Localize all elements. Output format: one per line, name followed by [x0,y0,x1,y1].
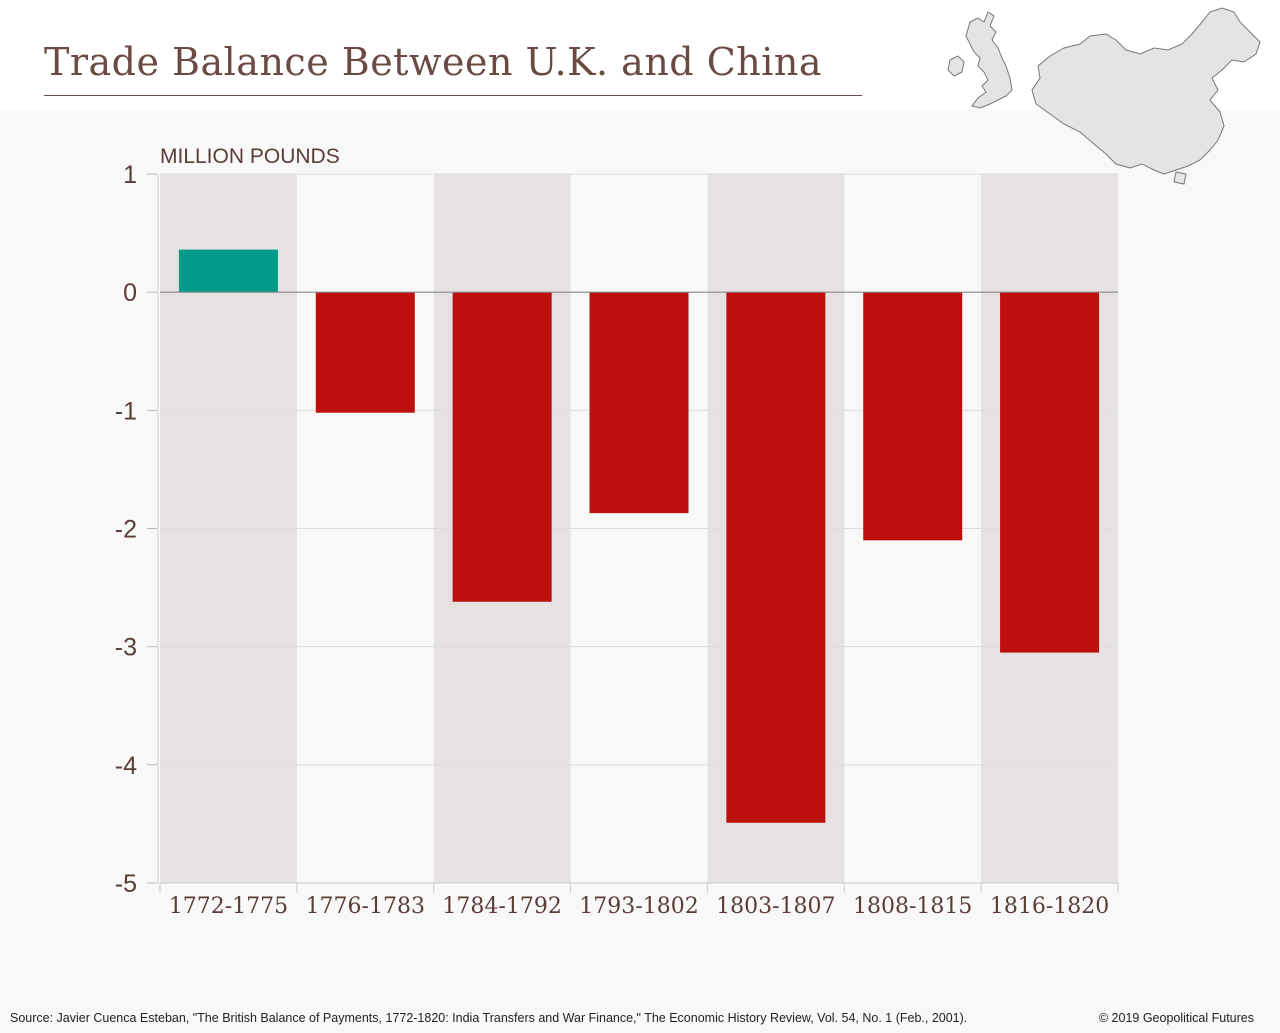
bar-1772-1775 [178,249,278,293]
bar-1776-1783 [315,292,415,413]
axes [157,174,1119,893]
tick-labels: 1 0 -1 -2 -3 -4 -5 1772-1775 1776-1783 1784-1792 1… [115,161,1110,919]
x-tick-label: 1816-1820 [990,894,1109,919]
bar-1793-1802 [589,292,689,514]
uk-map-icon [947,11,1013,109]
bars [178,249,1100,823]
x-tick-label: 1793-1802 [579,894,698,919]
y-tick-label: 1 [123,161,137,189]
trade-balance-chart: 1 0 -1 -2 -3 -4 -5 1772-1775 1776-1783 1784-1792 1… [115,145,1119,919]
title-divider [44,95,862,96]
china-map-icon [1031,7,1261,185]
y-tick-label: -2 [115,516,137,544]
y-tick-label: 0 [123,279,137,307]
x-tick-label: 1776-1783 [306,894,425,919]
bar-1816-1820 [1000,292,1100,653]
copyright-note: © 2019 Geopolitical Futures [1098,1011,1254,1025]
bar-1803-1807 [726,292,826,823]
bar-1784-1792 [452,292,552,602]
source-note: Source: Javier Cuenca Esteban, "The Brit… [10,1011,968,1025]
y-tick-label: -3 [115,634,137,662]
gridlines [160,173,1118,884]
y-tick-label: -1 [115,397,137,425]
x-tick-label: 1808-1815 [853,894,972,919]
x-tick-label: 1772-1775 [169,894,288,919]
y-tick-label: -4 [115,752,137,780]
maps-illustration [947,7,1261,185]
bar-1808-1815 [863,292,963,541]
page-title: Trade Balance Between U.K. and China [44,40,823,84]
x-tick-label: 1784-1792 [442,894,561,919]
x-tick-label: 1803-1807 [716,894,835,919]
y-axis-label: MILLION POUNDS [160,145,340,168]
y-tick-label: -5 [115,870,137,898]
